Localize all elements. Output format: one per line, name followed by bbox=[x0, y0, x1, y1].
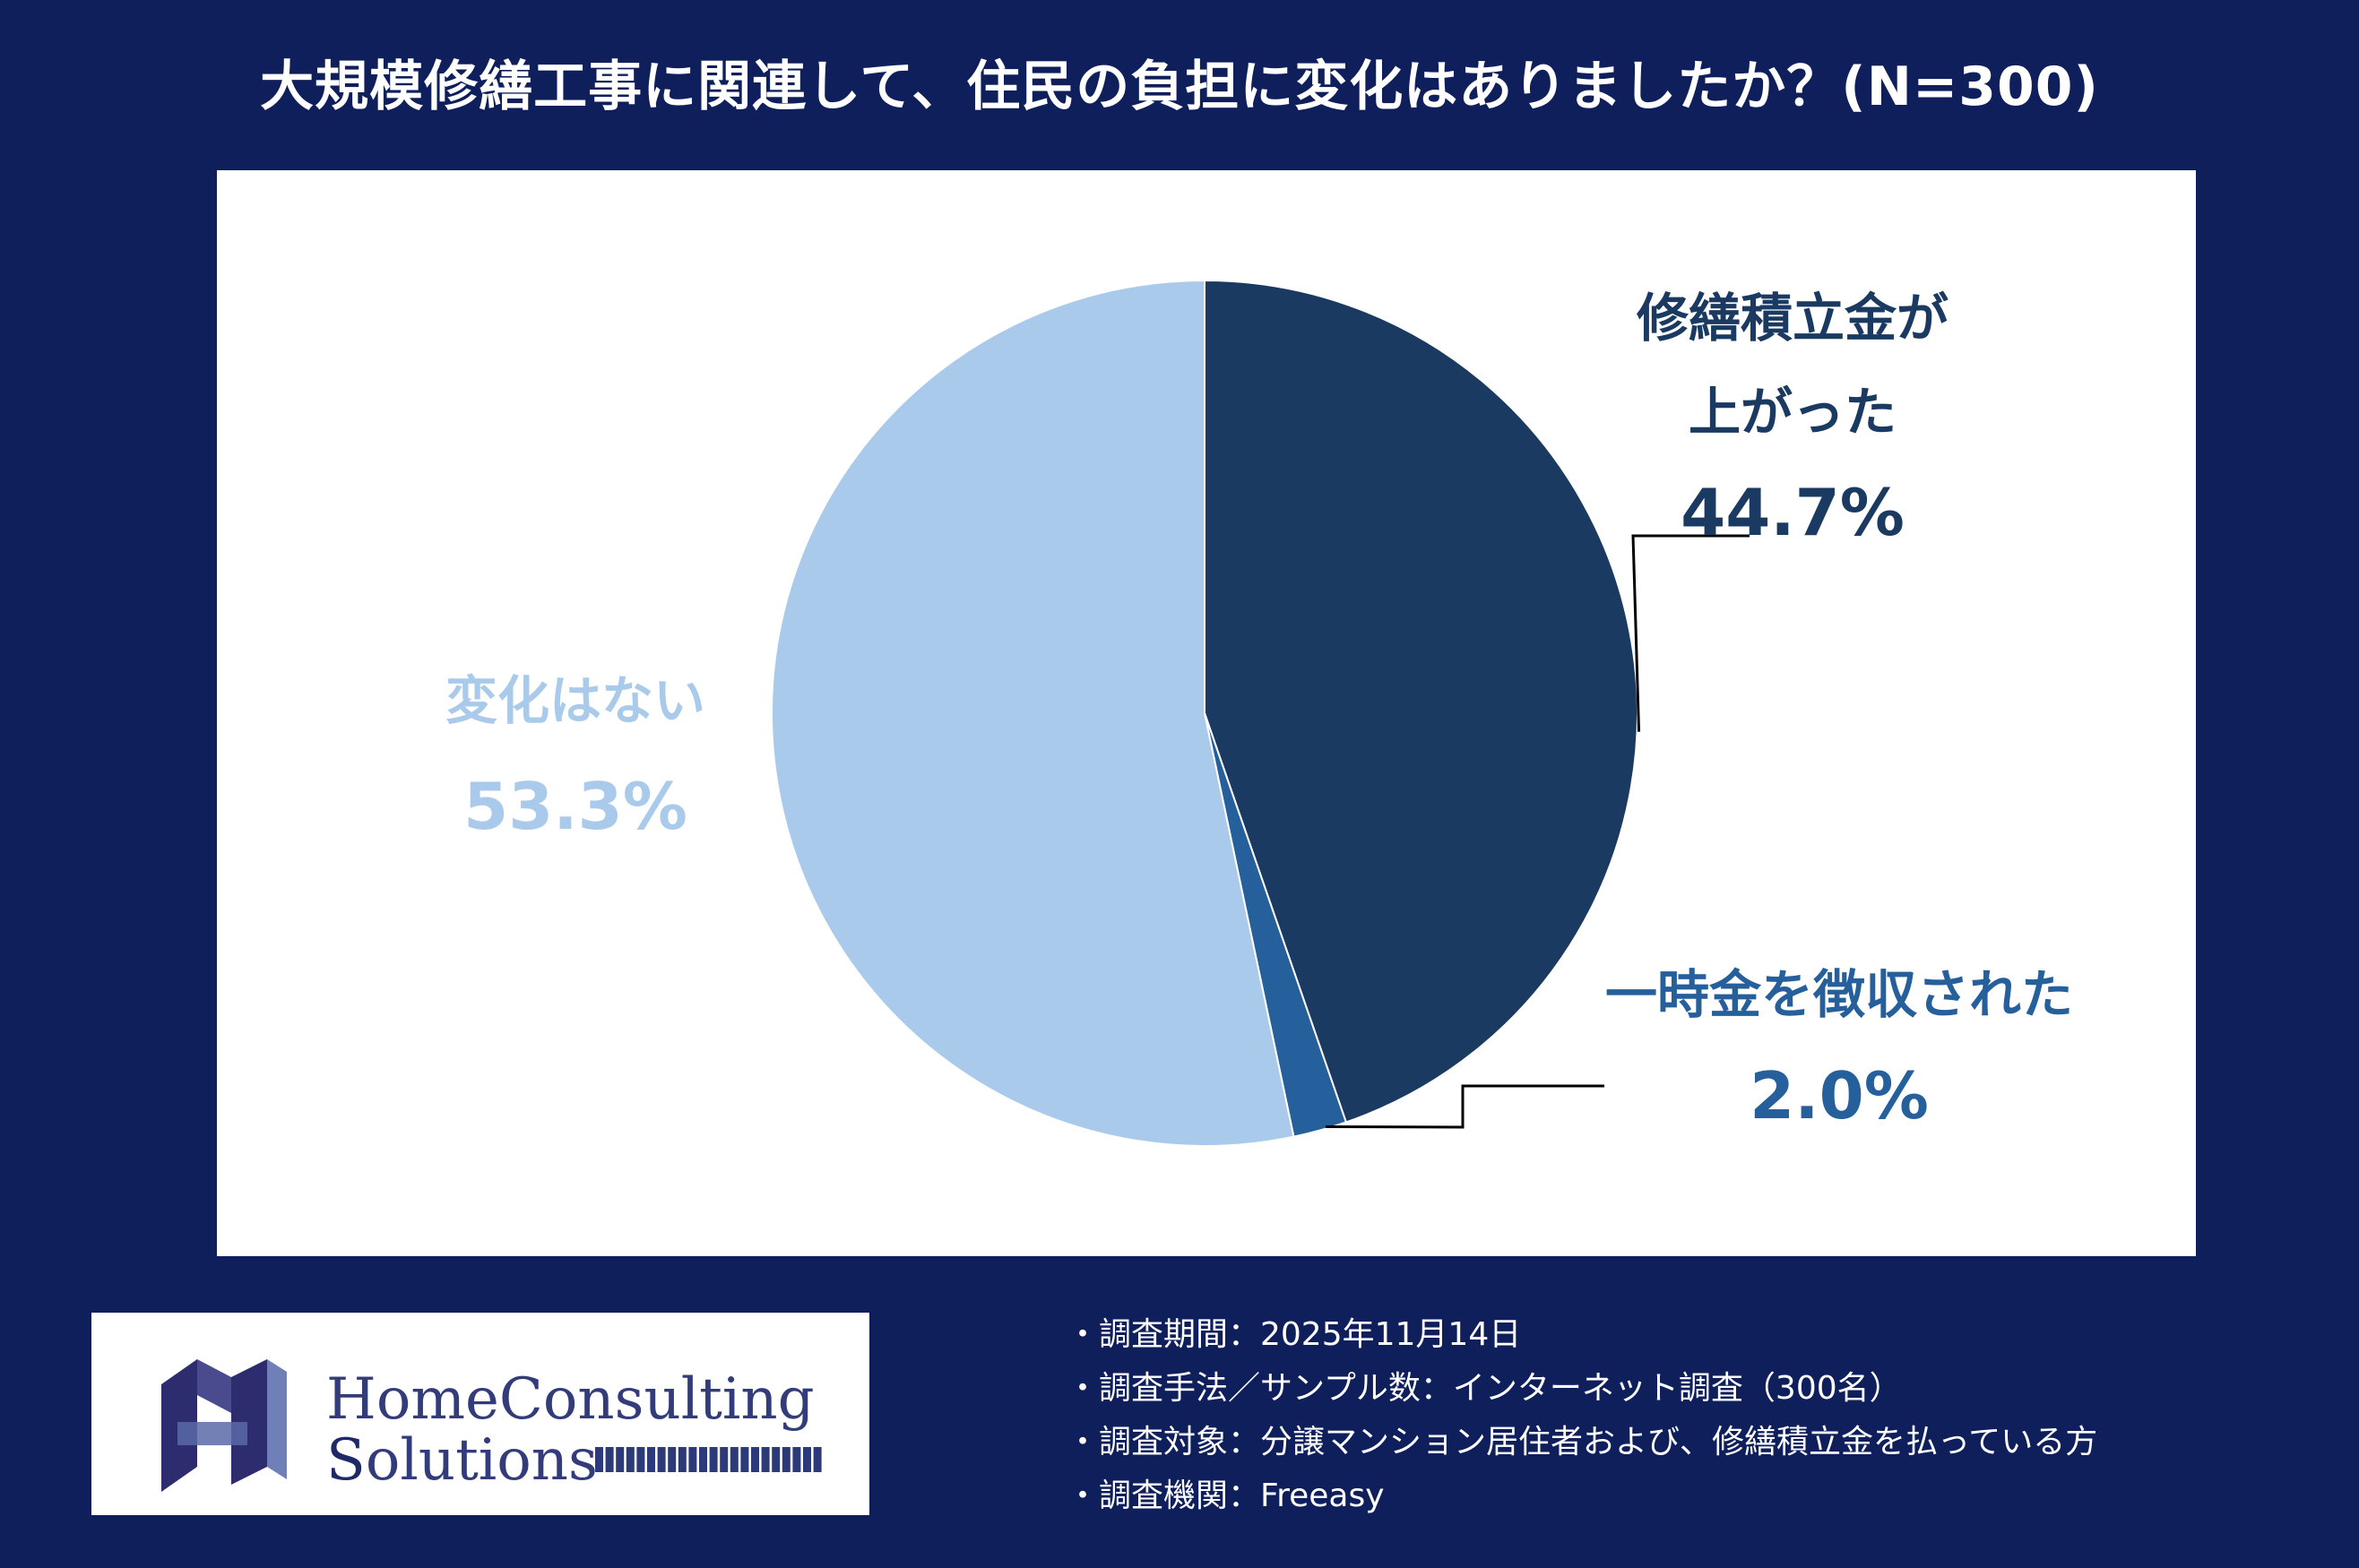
leader-slice-0 bbox=[1631, 534, 1750, 732]
pie-slice-2 bbox=[770, 279, 1295, 1147]
pie-slice-0 bbox=[1204, 279, 1639, 1124]
label-slice-0-line-0: 修繕積立金が bbox=[1637, 288, 1949, 349]
pie-slices bbox=[770, 279, 1639, 1147]
label-slice-1-line-0: 一時金を徴収された bbox=[1605, 964, 2073, 1025]
label-slice-0-line-1: 上がった bbox=[1689, 382, 1897, 443]
chart-panel: 修繕積立金が 上がった 44.7% 一時金を徴収された 2.0% 変化はない 53.3% bbox=[217, 170, 2196, 1256]
company-logo: HomeConsulting Solutions bbox=[91, 1313, 869, 1515]
value-label-slice-0: 44.7% bbox=[1681, 475, 1905, 550]
label-slice-2-line-0: 変化はない bbox=[445, 670, 705, 731]
leader-lines bbox=[1325, 534, 1750, 1129]
logo-emblem bbox=[161, 1359, 287, 1492]
value-label-slice-2: 53.3% bbox=[463, 769, 687, 844]
value-label-slice-1: 2.0% bbox=[1750, 1058, 1929, 1133]
survey-notes: ・調査期間：2025年11月14日 ・調査手法／サンプル数：インターネット調査（… bbox=[1067, 1308, 2097, 1523]
logo-line1: HomeConsulting bbox=[326, 1366, 815, 1433]
chart-title: 大規模修繕工事に関連して、住民の負担に変化はありましたか？(N=300) bbox=[260, 56, 2099, 118]
leader-slice-1 bbox=[1325, 1084, 1604, 1129]
note-method: ・調査手法／サンプル数：インターネット調査（300名） bbox=[1067, 1370, 1902, 1407]
logo-line2: Solutions bbox=[326, 1427, 598, 1494]
logo-bar-pattern bbox=[595, 1447, 822, 1472]
logo-graphic: HomeConsulting Solutions bbox=[161, 1359, 822, 1494]
note-period: ・調査期間：2025年11月14日 bbox=[1067, 1316, 1522, 1353]
note-target: ・調査対象：分譲マンション居住者および、修繕積立金を払っている方 bbox=[1067, 1424, 2098, 1460]
note-org: ・調査機関：Freeasy bbox=[1067, 1478, 1385, 1514]
